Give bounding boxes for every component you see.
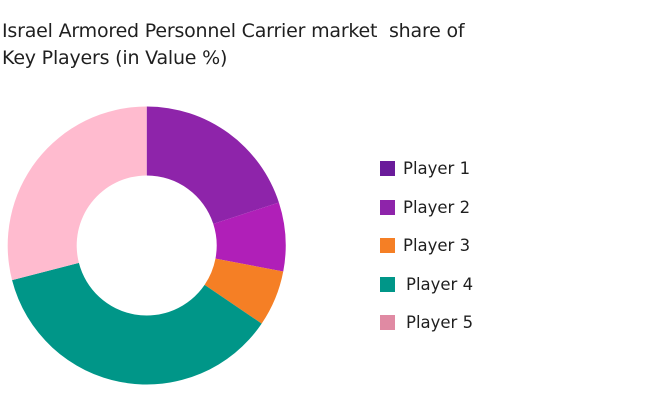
slice-player-1 xyxy=(146,106,279,224)
slice-player-4 xyxy=(12,262,262,385)
slice-player-2 xyxy=(213,202,286,272)
legend-label: Player 3 xyxy=(403,235,471,255)
legend-item-player-3: Player 3 xyxy=(380,234,470,256)
legend-label: Player 4 xyxy=(406,274,474,294)
legend-swatch-icon xyxy=(380,199,395,215)
chart-title: Israel Armored Personnel Carrier market … xyxy=(2,18,602,72)
legend-item-player-1: Player 1 xyxy=(380,157,470,179)
legend-swatch-icon xyxy=(380,237,395,253)
chart-title-line-2: Key Players (in Value %) xyxy=(2,47,228,69)
slice-player-3 xyxy=(204,258,284,324)
legend-swatch-icon xyxy=(380,160,395,176)
legend-label: Player 1 xyxy=(403,158,471,178)
legend-item-player-2: Player 2 xyxy=(380,196,470,218)
legend-swatch-icon xyxy=(380,314,395,330)
legend-label: Player 2 xyxy=(403,197,471,217)
legend-item-player-4: Player 4 xyxy=(380,273,473,295)
legend-item-player-5: Player 5 xyxy=(380,311,473,333)
legend-label: Player 5 xyxy=(406,312,474,332)
slice-player-5 xyxy=(7,106,147,281)
legend-swatch-icon xyxy=(380,276,395,292)
chart-title-line-1: Israel Armored Personnel Carrier market … xyxy=(2,20,465,42)
